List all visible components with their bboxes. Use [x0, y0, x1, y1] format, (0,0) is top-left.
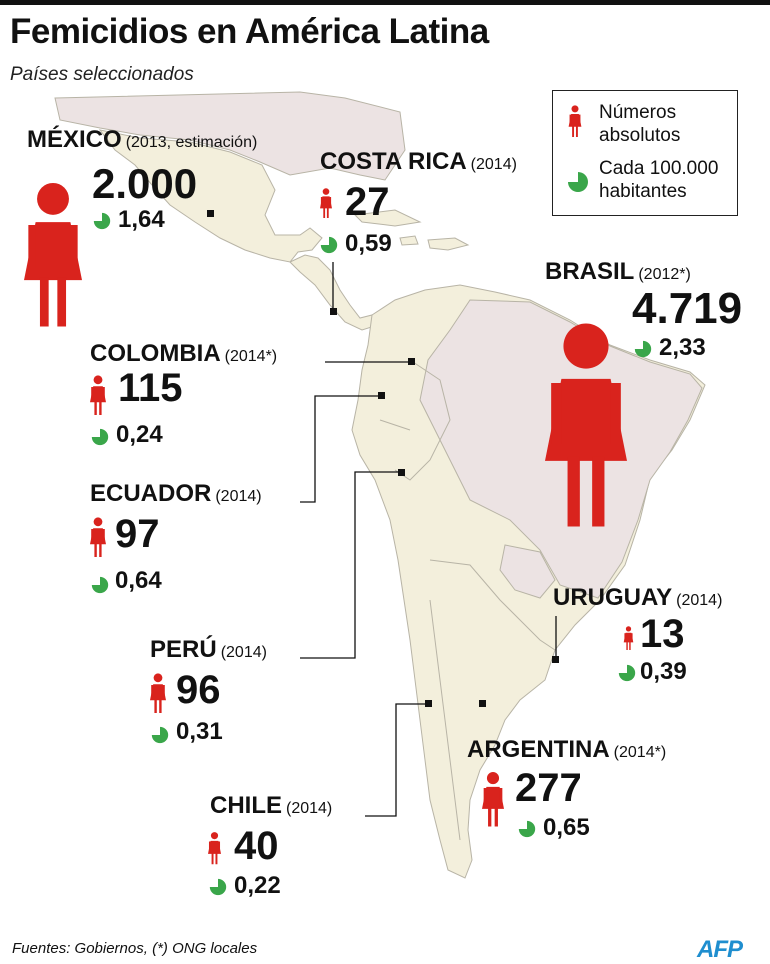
rate-value: 0,65 [543, 814, 590, 841]
top-rule [0, 0, 770, 5]
pie-icon [618, 664, 636, 682]
country-name: COLOMBIA [90, 340, 221, 367]
pie-icon [91, 428, 109, 446]
country-chile: CHILE (2014) [210, 792, 332, 820]
absolute-value: 4.719 [632, 284, 743, 333]
leader-lines [300, 262, 557, 817]
country-year: (2014) [676, 592, 723, 609]
legend: Números absolutos Cada 100.000 habitante… [552, 90, 738, 216]
country-ecuador: ECUADOR (2014) [90, 480, 262, 508]
absolute-value: 277 [515, 766, 582, 810]
country-name: ECUADOR [90, 480, 212, 507]
woman-icon [24, 182, 82, 327]
location-markers [207, 210, 559, 707]
legend-rate-label: Cada 100.000 habitantes [599, 158, 719, 202]
pie-icon [91, 576, 109, 594]
country-year: (2014) [470, 156, 517, 173]
absolute-value: 115 [118, 366, 183, 410]
mexico-land [98, 129, 323, 263]
woman-icon [482, 772, 504, 827]
woman-icon [90, 375, 106, 415]
woman-icon [90, 517, 106, 557]
page-subtitle: Países seleccionados [10, 64, 194, 85]
rate-value: 0,24 [116, 421, 163, 448]
woman-icon [320, 188, 332, 218]
absolute-value: 40 [234, 824, 279, 868]
source-footer: Fuentes: Gobiernos, (*) ONG locales [12, 940, 258, 957]
absolute-value: 97 [115, 512, 160, 556]
absolute-value: 96 [176, 668, 221, 712]
country-year: (2014*) [224, 348, 278, 365]
pie-icon [518, 820, 536, 838]
absolute-value: 2.000 [92, 160, 198, 207]
country-mexico: MÉXICO (2013, estimación) [27, 126, 257, 154]
north-america-land [54, 91, 406, 181]
country-name: CHILE [210, 792, 282, 819]
woman-icon [568, 105, 582, 137]
country-brasil: BRASIL (2012*) [545, 258, 691, 286]
country-colombia: COLOMBIA (2014*) [90, 340, 277, 368]
page-title: Femicidios en América Latina [10, 12, 489, 51]
rate-value: 0,59 [345, 230, 392, 257]
pie-icon [568, 172, 588, 192]
country-name: ARGENTINA [467, 736, 610, 763]
rate-value: 0,39 [640, 658, 687, 685]
rate-value: 0,64 [115, 567, 162, 594]
country-year: (2014*) [613, 744, 667, 761]
country-name: BRASIL [545, 258, 635, 285]
country-year: (2012*) [638, 266, 691, 283]
country-year: (2014) [220, 644, 267, 661]
country-name: URUGUAY [553, 584, 673, 611]
pie-icon [209, 878, 227, 896]
country-year: (2014) [286, 800, 333, 817]
pie-icon [320, 236, 338, 254]
woman-icon [150, 673, 166, 713]
country-costa-rica: COSTA RICA (2014) [320, 148, 517, 176]
central-america-land [289, 254, 379, 331]
country-uruguay: URUGUAY (2014) [553, 584, 722, 612]
absolute-value: 13 [640, 612, 685, 656]
rate-value: 0,22 [234, 872, 281, 899]
woman-icon [623, 626, 634, 650]
woman-icon [545, 323, 627, 527]
country-peru: PERÚ (2014) [150, 636, 267, 664]
pie-icon [151, 726, 169, 744]
country-name: COSTA RICA [320, 148, 467, 175]
afp-logo: AFP [697, 936, 743, 963]
rate-value: 0,31 [176, 718, 223, 745]
woman-icon [208, 832, 221, 865]
country-name: MÉXICO [27, 126, 122, 153]
country-argentina: ARGENTINA (2014*) [467, 736, 666, 764]
country-name: PERÚ [150, 636, 217, 663]
legend-absolute-label: Números absolutos [599, 102, 681, 146]
country-year: (2013, estimación) [125, 134, 258, 151]
rate-value: 2,33 [659, 334, 706, 361]
country-year: (2014) [215, 488, 262, 505]
absolute-value: 27 [345, 180, 390, 224]
pie-icon [93, 212, 111, 230]
pie-icon [634, 340, 652, 358]
rate-value: 1,64 [118, 206, 165, 233]
